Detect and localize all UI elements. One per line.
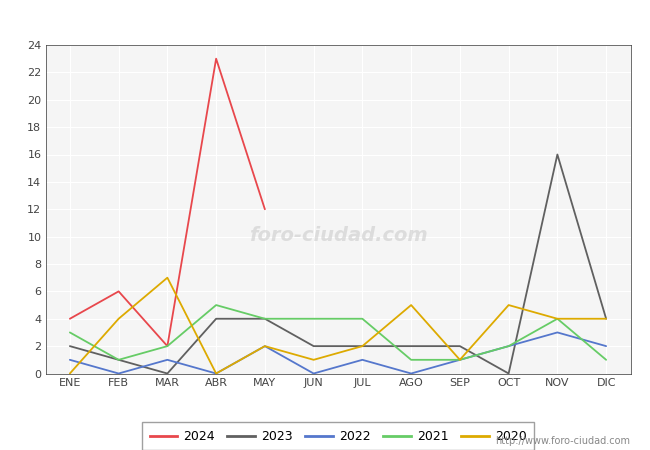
Text: foro-ciudad.com: foro-ciudad.com <box>248 226 428 245</box>
Text: Matriculaciones de Vehiculos en Massalavés: Matriculaciones de Vehiculos en Massalav… <box>142 11 508 29</box>
Legend: 2024, 2023, 2022, 2021, 2020: 2024, 2023, 2022, 2021, 2020 <box>142 423 534 450</box>
Text: http://www.foro-ciudad.com: http://www.foro-ciudad.com <box>495 436 630 446</box>
